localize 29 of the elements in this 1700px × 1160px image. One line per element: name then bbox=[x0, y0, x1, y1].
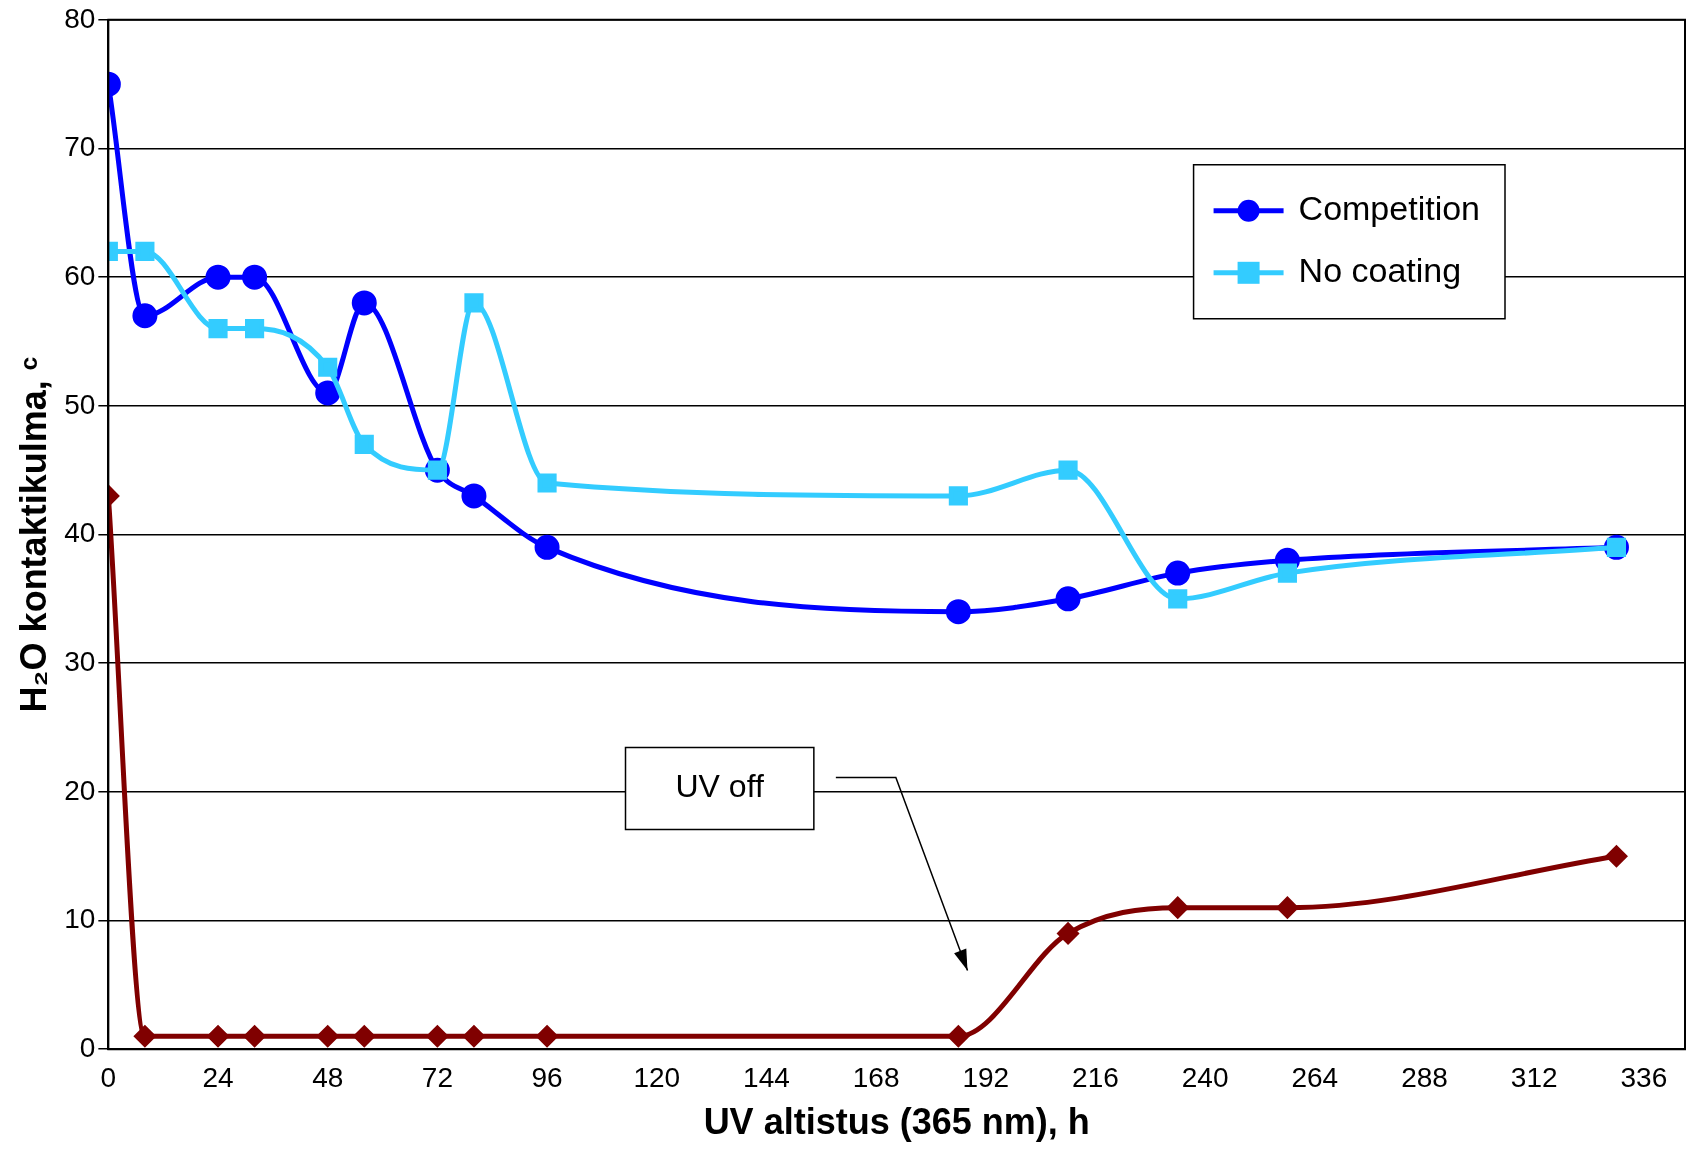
y-tick-label: 40 bbox=[64, 517, 96, 549]
y-tick-label: 80 bbox=[64, 2, 96, 34]
x-tick-label: 144 bbox=[743, 1061, 790, 1093]
y-tick-label: 20 bbox=[64, 774, 96, 806]
y-tick-label: 30 bbox=[64, 645, 96, 677]
x-tick-label: 192 bbox=[962, 1061, 1010, 1093]
x-tick-label: 264 bbox=[1291, 1061, 1339, 1093]
y-tick-label: 0 bbox=[79, 1031, 96, 1063]
x-tick-label: 240 bbox=[1181, 1061, 1229, 1093]
y-tick-label: 60 bbox=[64, 259, 96, 291]
legend-label: Competition bbox=[1298, 189, 1480, 228]
x-tick-label: 336 bbox=[1620, 1061, 1668, 1093]
y-axis-title: H₂O kontaktikulma, ᶜ bbox=[12, 356, 54, 713]
x-tick-label: 120 bbox=[633, 1061, 681, 1093]
y-tick-label: 50 bbox=[64, 388, 96, 420]
legend-label: No coating bbox=[1298, 251, 1462, 290]
x-tick-label: 0 bbox=[100, 1061, 117, 1093]
x-tick-label: 312 bbox=[1510, 1061, 1558, 1093]
y-tick-label: 10 bbox=[64, 903, 96, 935]
annotation: UV off bbox=[675, 768, 764, 805]
y-tick-label: 70 bbox=[64, 131, 96, 163]
x-tick-label: 168 bbox=[852, 1061, 900, 1093]
x-axis-title: UV altistus (365 nm), h bbox=[703, 1101, 1090, 1143]
x-tick-label: 48 bbox=[312, 1061, 344, 1093]
x-tick-label: 216 bbox=[1072, 1061, 1119, 1093]
x-tick-label: 72 bbox=[421, 1061, 453, 1093]
x-tick-label: 96 bbox=[531, 1061, 563, 1093]
x-tick-label: 24 bbox=[202, 1061, 234, 1093]
x-tick-label: 288 bbox=[1401, 1061, 1448, 1093]
